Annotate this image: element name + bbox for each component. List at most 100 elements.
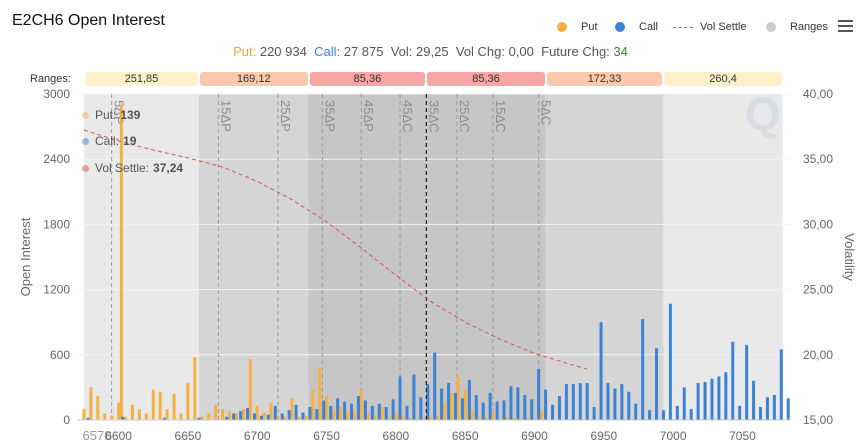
range-band: [426, 94, 546, 420]
tooltip-vol-value: 37,24: [153, 161, 184, 175]
put-bar: [269, 402, 273, 420]
x-tick-label: 7000: [660, 429, 687, 443]
tooltip-vol-dot: [82, 164, 89, 172]
put-bar: [179, 413, 183, 420]
call-bar: [661, 410, 665, 420]
summary-put-value: 220 934: [259, 44, 307, 59]
call-bar: [786, 398, 790, 420]
tooltip-vol-label: Vol Settle:: [95, 161, 150, 175]
range-band: [199, 94, 309, 420]
call-bar: [738, 405, 742, 420]
call-bar: [779, 349, 783, 420]
call-bar: [655, 348, 659, 420]
call-bar: [329, 405, 333, 420]
ranges-label: Ranges:: [30, 73, 71, 85]
call-bar: [308, 406, 312, 420]
put-bar: [373, 415, 377, 420]
summary-put-label: Put:: [233, 44, 257, 59]
vol-settle-line: [83, 129, 588, 370]
call-bar: [433, 352, 437, 420]
call-bar: [232, 413, 236, 420]
put-bar: [193, 356, 197, 420]
legend-put-label: Put: [581, 21, 598, 33]
chart-title: E2CH6 Open Interest: [12, 12, 165, 29]
put-bar: [359, 389, 363, 420]
x-tick-label: 6950: [590, 429, 617, 443]
call-legend-marker: [615, 22, 625, 32]
tooltip-put-value: 139: [120, 108, 141, 122]
tooltip-call-dot: [82, 137, 89, 145]
put-bar: [449, 392, 453, 420]
hamburger-menu-icon[interactable]: [838, 20, 853, 35]
call-bar: [689, 409, 693, 420]
put-bar: [498, 418, 502, 420]
call-bar: [294, 404, 298, 420]
put-bar: [331, 410, 335, 420]
legend-call[interactable]: Call: [615, 21, 658, 33]
put-bar: [470, 410, 474, 420]
call-bar: [419, 397, 423, 420]
call-bar: [530, 399, 534, 420]
put-bar: [165, 409, 169, 420]
summary-vol-value: 29,25: [416, 44, 449, 59]
put-bar: [262, 412, 266, 420]
put-bar: [456, 376, 460, 420]
put-bar: [512, 417, 516, 420]
call-bar: [648, 410, 652, 420]
call-bar: [551, 404, 555, 420]
put-bar: [505, 416, 509, 420]
call-bar: [481, 402, 485, 420]
call-bar: [731, 341, 735, 420]
y-tick-label: 2400: [43, 152, 70, 166]
put-bar: [539, 411, 543, 420]
y2-tick-label: 30,00: [803, 217, 833, 231]
legend-put[interactable]: Put: [557, 21, 598, 33]
put-bar: [124, 416, 128, 420]
call-bar: [259, 415, 263, 420]
call-bar: [717, 376, 721, 420]
put-bar: [96, 396, 100, 420]
call-bar: [641, 318, 645, 420]
put-bar: [408, 417, 412, 420]
put-bar: [255, 405, 259, 420]
x-tick-label: 6570: [83, 428, 112, 443]
put-bar: [429, 416, 433, 420]
put-bar: [387, 416, 391, 420]
legend-ranges-label: Ranges: [790, 21, 828, 33]
range-value: 85,36: [309, 72, 426, 86]
legend-vol-settle[interactable]: Vol Settle: [673, 21, 746, 33]
call-bar: [495, 401, 499, 420]
call-bar: [571, 384, 575, 420]
call-bar: [613, 388, 617, 420]
put-bar: [234, 413, 238, 420]
call-bar: [384, 406, 388, 420]
legend-ranges[interactable]: Ranges: [766, 21, 828, 33]
call-bar: [634, 403, 638, 420]
call-bar: [592, 406, 596, 420]
call-bar: [239, 411, 243, 420]
put-bar: [401, 415, 405, 420]
tooltip-put-dot: [82, 111, 89, 119]
put-bar: [463, 389, 467, 420]
call-bar: [474, 395, 478, 420]
call-bar: [273, 405, 277, 420]
put-bar: [200, 416, 204, 420]
delta-label: 15ΔC: [493, 100, 508, 133]
put-bar: [276, 415, 280, 420]
y2-tick-label: 20,00: [803, 348, 833, 362]
y2-tick-label: 40,00: [803, 87, 833, 101]
summary-vol-label: Vol:: [390, 44, 413, 59]
summary-bar: Put: 220 934 Call: 27 875 Vol: 29,25 Vol…: [0, 44, 861, 59]
put-bar: [207, 413, 211, 420]
call-bar: [453, 392, 457, 420]
put-bar: [304, 415, 308, 420]
watermark-logo: Q: [745, 88, 781, 140]
put-bar: [290, 398, 294, 420]
call-bar: [336, 398, 340, 420]
call-bar: [440, 388, 444, 420]
put-bar: [352, 410, 356, 420]
y-tick-label: 600: [50, 348, 70, 362]
call-bar: [557, 396, 561, 420]
put-bar: [415, 418, 419, 420]
